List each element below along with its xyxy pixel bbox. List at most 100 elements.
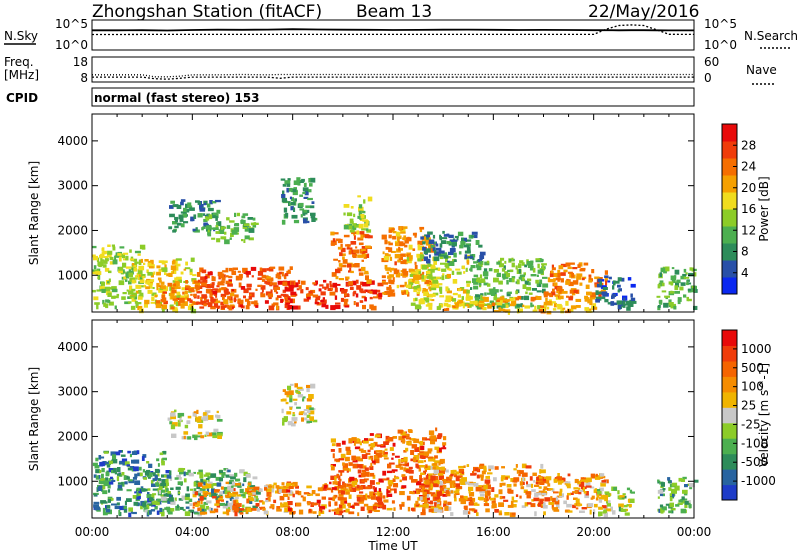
ytick-label-2: 3000 — [57, 179, 88, 193]
velocity-blob-6 — [330, 437, 371, 489]
cpid-frame — [91, 87, 695, 107]
colorbar-tick-3: 25 — [741, 399, 756, 413]
colorbar-tick-1: 500 — [741, 361, 764, 375]
nsky-series-group — [92, 24, 695, 36]
nave-label: Nave — [746, 63, 777, 77]
velocity-axes: 1000 2000 3000 4000 Slant Range [km] — [27, 320, 695, 518]
velocity-blob-9 — [531, 473, 612, 517]
slant-range-label: Slant Range [km] — [27, 367, 41, 471]
power-blob-14 — [443, 295, 598, 315]
power-blob-4 — [280, 279, 384, 311]
nave-right-tick-top: 60 — [704, 55, 719, 69]
freq-panel: Freq. [MHz] 18 8 60 0 Nave — [4, 55, 777, 85]
nsearch-right-tick-top: 10^5 — [704, 17, 737, 31]
ytick-label-2: 3000 — [57, 385, 88, 399]
power-blob-16 — [595, 275, 637, 311]
colorbar-tick-4: 20 — [741, 181, 756, 195]
freq-line — [92, 73, 694, 78]
nsky-label: N.Sky — [4, 29, 38, 43]
colorbar-tick-6: -500 — [741, 455, 768, 469]
colorbar-tick-3: 16 — [741, 202, 756, 216]
power-panel: 1000 2000 3000 4000 Slant Range [km] — [27, 113, 698, 315]
freq-unit-label: [MHz] — [4, 68, 39, 82]
power-blob-11 — [405, 253, 474, 310]
colorbar-swatch-2 — [722, 453, 737, 470]
station-title: Zhongshan Station (fitACF) — [92, 2, 322, 22]
colorbar-swatch-9 — [722, 345, 737, 362]
colorbar-swatch-4 — [722, 209, 737, 227]
colorbar-tick-7: -1000 — [741, 474, 776, 488]
colorbar-tick-5: -100 — [741, 436, 768, 450]
ytick-label-0: 1000 — [57, 474, 88, 488]
freq-frame — [91, 56, 695, 83]
power-blob-17 — [656, 266, 698, 311]
xtick-label-0: 00:00 — [75, 525, 110, 539]
xtick-label-2: 08:00 — [275, 525, 310, 539]
slant-range-label: Slant Range [km] — [27, 161, 41, 265]
nsky-panel: N.Sky 10^5 10^0 10^5 10^0 N.Search — [4, 17, 798, 52]
freq-left-tick-bottom: 8 — [80, 71, 88, 85]
freq-left-tick-top: 18 — [73, 55, 88, 69]
velocity-colorbar: 1000 500 100 25 -25 -100 -500 -1000 Velocity [m … — [721, 329, 776, 501]
ytick-label-3: 4000 — [57, 134, 88, 148]
cpid-label: CPID — [6, 91, 38, 105]
colorbar-label: Velocity [m s^-1] — [757, 363, 771, 467]
freq-series-group — [92, 73, 694, 80]
colorbar-swatch-10 — [722, 330, 737, 346]
colorbar-swatch-6 — [722, 175, 737, 193]
velocity-blob-11 — [657, 476, 699, 514]
power-axes: 1000 2000 3000 4000 Slant Range [km] — [27, 114, 695, 312]
colorbar-swatch-5 — [722, 407, 737, 424]
beam-label: Beam 13 — [356, 2, 432, 22]
colorbar-swatch-9 — [722, 124, 737, 142]
power-blob-9 — [343, 195, 373, 235]
colorbar-swatch-3 — [722, 438, 737, 455]
xtick-label-6: 00:00 — [677, 525, 712, 539]
power-blob-6 — [204, 212, 259, 245]
colorbar-tick-0: 4 — [741, 266, 749, 280]
velocity-blob-2 — [192, 481, 295, 517]
velocity-panel: 1000 2000 3000 4000 Slant Range [km] — [27, 319, 699, 519]
velocity-blob-4 — [167, 409, 223, 441]
colorbar-swatch-3 — [722, 226, 737, 244]
nsearch-label: N.Search — [744, 29, 798, 43]
velocity-blob-5 — [280, 383, 318, 427]
colorbar-tick-1: 8 — [741, 245, 749, 259]
ytick-label-0: 1000 — [57, 268, 88, 282]
colorbar-tick-6: 28 — [741, 138, 756, 152]
colorbar-swatch-6 — [722, 391, 737, 408]
nave-line — [92, 76, 694, 80]
velocity-blob-8 — [419, 463, 548, 518]
power-blob-13 — [468, 257, 549, 310]
time-axis: 00:00 04:00 08:00 12:00 16:00 20:00 00:00 Time … — [75, 525, 712, 553]
colorbar-swatch-2 — [722, 243, 737, 261]
colorbar-tick-4: -25 — [741, 417, 761, 431]
colorbar-swatch-0 — [722, 484, 737, 501]
power-colorbar: 4 8 12 16 20 24 28 Power [dB] — [721, 123, 771, 295]
colorbar-swatch-5 — [722, 192, 737, 210]
colorbar-swatch-7 — [722, 376, 737, 393]
ytick-label-3: 4000 — [57, 340, 88, 354]
cpid-strip: CPID normal (fast stereo) 153 — [6, 87, 695, 107]
xtick-label-5: 20:00 — [576, 525, 611, 539]
colorbar-label: Power [dB] — [757, 176, 771, 241]
velocity-blob-10 — [596, 486, 635, 518]
nsearch-line — [92, 24, 695, 36]
power-blob-15 — [543, 262, 608, 302]
colorbar-swatch-7 — [722, 158, 737, 176]
colorbar-swatch-1 — [722, 469, 737, 486]
power-blob-8 — [330, 231, 373, 284]
date-label: 22/May/2016 — [588, 2, 700, 22]
colorbar-swatch-0 — [722, 277, 737, 295]
colorbar-tick-2: 12 — [741, 223, 756, 237]
xtick-label-3: 12:00 — [376, 525, 411, 539]
nsearch-right-tick-bottom: 10^0 — [704, 38, 737, 52]
xtick-label-4: 16:00 — [476, 525, 511, 539]
colorbar-tick-2: 100 — [741, 380, 764, 394]
colorbar-swatch-1 — [722, 260, 737, 278]
colorbar-swatch-8 — [722, 141, 737, 159]
nsky-left-tick-bottom: 10^0 — [55, 38, 88, 52]
time-ut-label: Time UT — [367, 539, 418, 553]
velocity-data-cells — [92, 383, 699, 518]
